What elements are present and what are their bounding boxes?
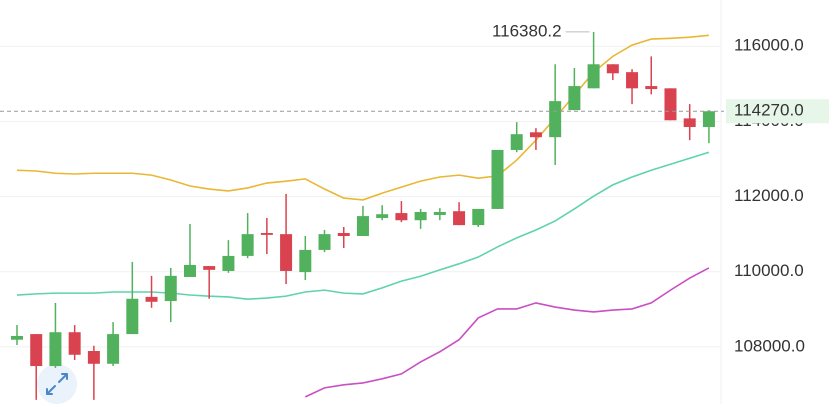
candle-body bbox=[491, 149, 504, 209]
max-annotation: 116380.2 bbox=[492, 21, 562, 40]
candle-body bbox=[107, 334, 120, 364]
candle-body bbox=[472, 208, 485, 226]
candle-body bbox=[356, 216, 369, 237]
candle-body bbox=[183, 264, 196, 277]
candle-body bbox=[529, 132, 542, 138]
candle-body bbox=[702, 111, 715, 128]
candle-body bbox=[241, 234, 254, 256]
candle-body bbox=[49, 332, 62, 367]
candle-body bbox=[87, 351, 100, 364]
candle-body bbox=[606, 64, 619, 74]
candle-body bbox=[568, 86, 581, 111]
ma-line bbox=[304, 267, 710, 398]
y-tick-label: 110000.0 bbox=[734, 261, 804, 280]
candle-body bbox=[68, 332, 81, 355]
candle-body bbox=[164, 275, 177, 302]
candle-body bbox=[664, 88, 677, 121]
candle-body bbox=[126, 298, 139, 335]
candle-body bbox=[645, 86, 658, 90]
ma-line bbox=[16, 34, 709, 201]
y-tick-label: 116000.0 bbox=[734, 36, 804, 55]
candle-body bbox=[260, 233, 273, 235]
candle-body bbox=[299, 249, 312, 273]
y-tick-label: 108000.0 bbox=[734, 336, 805, 355]
expand-button[interactable] bbox=[37, 364, 77, 404]
candle-body bbox=[30, 334, 43, 367]
candle-body bbox=[453, 211, 466, 226]
candle-body bbox=[587, 64, 600, 89]
candle-body bbox=[145, 296, 158, 302]
grid bbox=[0, 45, 721, 348]
expand-icon[interactable] bbox=[46, 373, 68, 395]
candle-body bbox=[683, 118, 696, 128]
candle-body bbox=[203, 266, 216, 270]
candle-body bbox=[395, 213, 408, 221]
candle-body bbox=[414, 211, 427, 221]
last-price-bg bbox=[726, 99, 829, 124]
candles bbox=[11, 31, 715, 400]
candle-body bbox=[11, 335, 23, 340]
expand-button-bg[interactable] bbox=[37, 364, 77, 404]
candle-body bbox=[280, 234, 293, 271]
candle-body bbox=[549, 101, 562, 138]
candle-body bbox=[337, 233, 350, 237]
last-price-label: 114270.0 bbox=[734, 101, 804, 120]
candle-body bbox=[510, 134, 523, 150]
candle-body bbox=[433, 211, 446, 215]
y-tick-label: 112000.0 bbox=[734, 186, 804, 205]
candle-body bbox=[222, 255, 235, 271]
candle-body bbox=[376, 214, 389, 218]
candle-body bbox=[626, 72, 639, 89]
candle-body bbox=[318, 234, 331, 250]
